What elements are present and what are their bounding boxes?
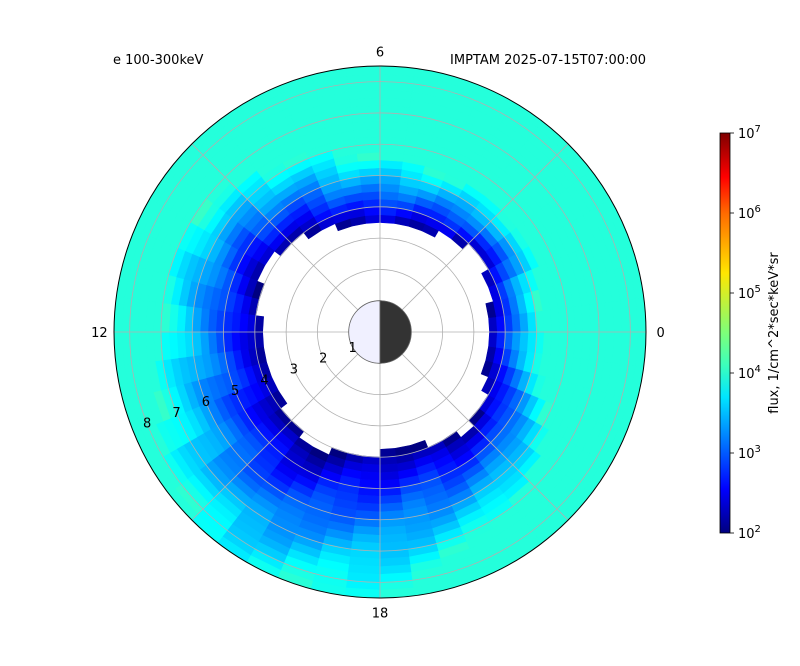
heatmap-cell [306, 66, 345, 68]
heatmap-cell [306, 596, 345, 598]
heatmap-cell [238, 331, 249, 351]
heatmap-cell [511, 313, 522, 333]
heatmap-cell [379, 206, 397, 216]
colorbar-tick-label: 105 [738, 284, 761, 302]
heatmap-cell [380, 50, 417, 60]
heatmap-cell [635, 331, 646, 368]
heatmap-cell [632, 223, 646, 262]
colorbar-tick-label: 107 [738, 124, 761, 142]
heatmap-cell [254, 331, 264, 349]
heatmap-cell [379, 448, 397, 458]
heatmap-cell [511, 331, 522, 351]
heatmap-cell [114, 296, 125, 333]
angular-gridline [191, 143, 381, 333]
radial-tick-label: 4 [260, 373, 268, 388]
radial-tick-label: 6 [202, 395, 210, 410]
heatmap-cell [271, 66, 310, 80]
mlt-tick-label: 0 [656, 326, 664, 341]
mlt-tick-label: 12 [91, 326, 108, 341]
heatmap-cell [644, 258, 646, 297]
heatmap-cell [361, 190, 381, 201]
heatmap-cell [114, 367, 116, 406]
colorbar-tick-label: 103 [738, 444, 761, 462]
colorbar-label: flux, 1/cm^2*sec*keV*sr [767, 252, 782, 414]
heatmap-cell [271, 584, 310, 598]
heatmap-cell [364, 214, 381, 224]
heatmap-cell [488, 316, 498, 333]
heatmap-cell [488, 331, 498, 348]
heatmap-cell [114, 402, 128, 441]
polar-grid [114, 66, 646, 598]
heatmap-cell [379, 66, 416, 77]
radial-tick-label: 7 [172, 406, 180, 421]
heatmap-cell [254, 315, 264, 333]
radial-tick-label: 1 [348, 341, 356, 356]
colorbar-ticks: 102 103 104 105 106 107 [730, 124, 761, 542]
angular-gridline [191, 331, 381, 521]
earth-dayside [348, 300, 381, 364]
heatmap-cell [632, 402, 646, 441]
title-left: e 100-300keV [113, 53, 204, 68]
colorbar-tick-label: 104 [738, 364, 761, 382]
heatmap-cell [643, 295, 646, 333]
heatmap-cell [114, 258, 116, 297]
heatmap-cell [643, 331, 646, 369]
heatmap-cell [114, 223, 128, 262]
heatmap-cell [496, 315, 506, 333]
heatmap-cell [363, 206, 381, 216]
mlt-tick-label: 18 [372, 607, 389, 622]
radial-tick-label: 8 [143, 417, 151, 432]
heatmap-cell [114, 331, 117, 369]
heatmap-cell [379, 595, 417, 598]
heatmap-cell [344, 587, 381, 598]
heatmap-cell [379, 66, 417, 69]
heatmap-cell [450, 584, 489, 598]
heatmap-cell [343, 66, 381, 69]
heatmap-cell [496, 331, 506, 349]
colorbar: 102 103 104 105 106 107 flux, 1/cm^2*sec*keV*… [719, 124, 782, 542]
colorbar-tick-label: 102 [738, 524, 761, 542]
colorbar-bar [719, 132, 731, 534]
mlt-tick-label: 6 [376, 45, 384, 60]
heatmap-cell [415, 66, 454, 68]
radial-tick-label: 3 [290, 362, 298, 377]
title-right: IMPTAM 2025-07-15T07:00:00 [450, 53, 646, 68]
angular-gridline [379, 143, 569, 333]
heatmap-cell [379, 463, 399, 474]
heatmap-cell [415, 596, 454, 598]
radial-tick-labels: 1 2 3 4 5 6 7 8 [143, 341, 357, 432]
radial-tick-label: 5 [231, 384, 239, 399]
colorbar-tick-label: 106 [738, 204, 761, 222]
heatmap-cell [379, 214, 396, 224]
heatmap-cell [644, 367, 646, 406]
heatmap-cell [343, 595, 381, 598]
heatmap-cell [379, 190, 399, 201]
heatmap-cell [343, 50, 380, 60]
plot-boundary [113, 65, 647, 599]
heatmap-cell [361, 463, 381, 474]
heatmap-cell [114, 295, 117, 333]
angular-gridline [379, 331, 569, 521]
heatmap-cell [238, 313, 249, 333]
earth-nightside [379, 300, 412, 364]
radial-tick-label: 2 [319, 352, 327, 367]
earth [348, 300, 412, 364]
